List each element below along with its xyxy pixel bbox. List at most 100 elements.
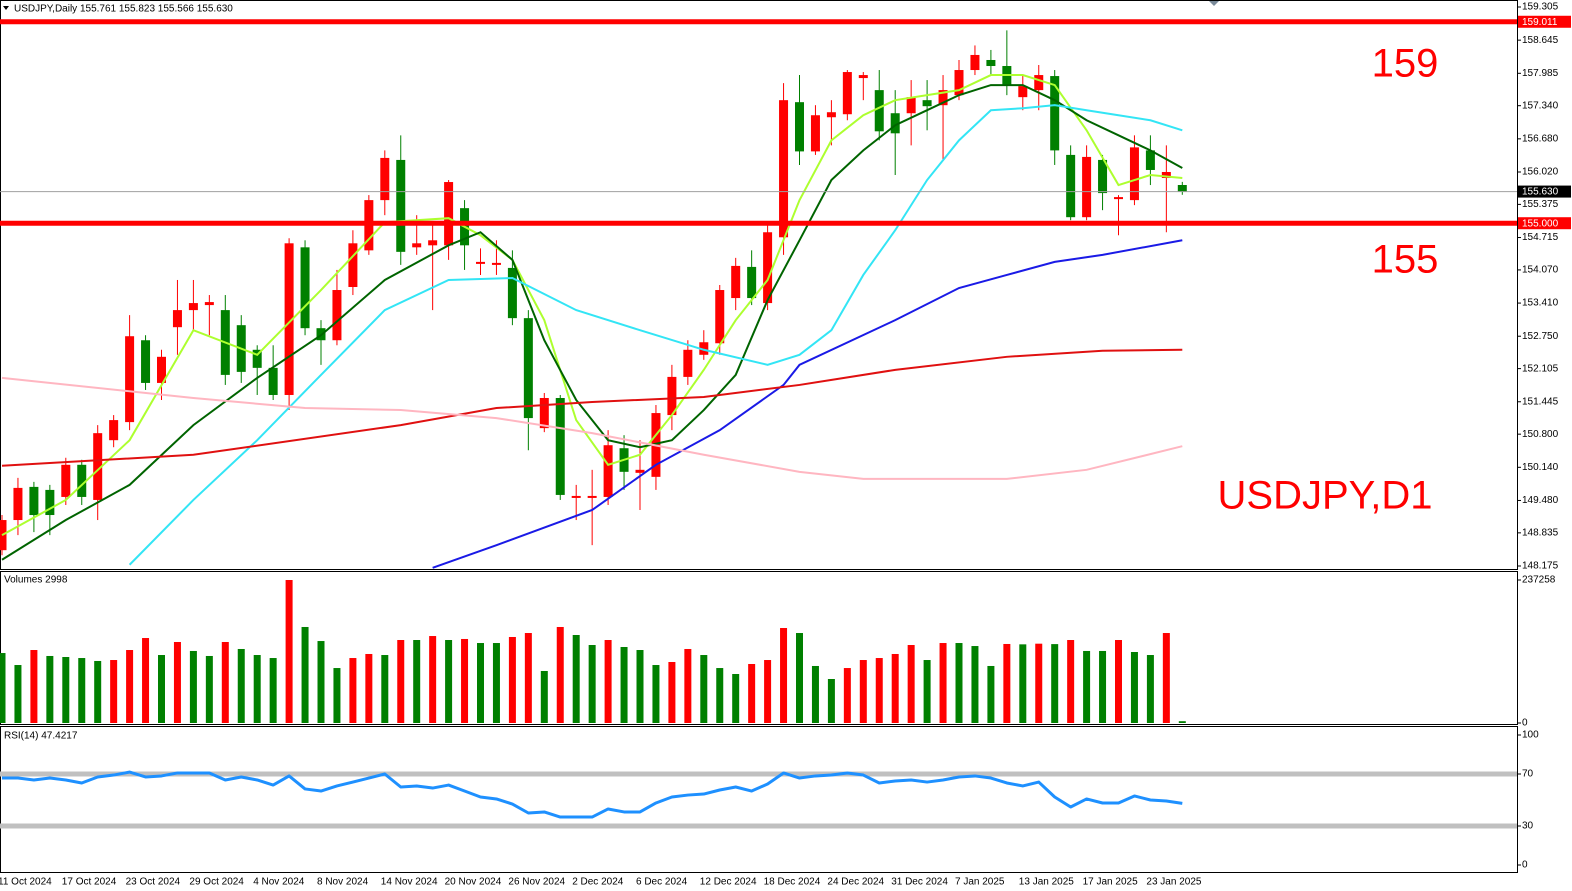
candle-body — [603, 445, 613, 497]
y-tick-label: 149.480 — [1522, 495, 1559, 506]
volume-bar — [955, 643, 963, 723]
y-tick-label: 150.800 — [1522, 429, 1559, 440]
volume-bar — [365, 653, 373, 723]
volume-bar — [827, 679, 835, 723]
volume-bar — [1115, 640, 1122, 723]
volume-bar — [1051, 644, 1059, 723]
candle-body — [1034, 75, 1044, 91]
candle-body — [348, 243, 358, 288]
volume-bar — [684, 648, 692, 723]
volume-bar — [716, 668, 724, 723]
volume-bar — [764, 660, 772, 723]
volume-panel — [0, 571, 1518, 725]
moving-average — [1, 348, 1183, 467]
candle-body — [332, 290, 342, 341]
y-tick-label: 0 — [1522, 718, 1528, 729]
candle-body — [45, 489, 55, 516]
candle-body — [172, 310, 182, 328]
x-tick-label: 31 Dec 2024 — [891, 877, 948, 888]
panel-title: RSI(14) 47.4217 — [4, 731, 78, 742]
y-tick-label: 237258 — [1522, 575, 1556, 586]
x-tick-label: 12 Dec 2024 — [700, 877, 757, 888]
y-tick-label: 157.985 — [1522, 68, 1559, 79]
candle-body — [810, 115, 820, 152]
candle-body — [779, 100, 789, 238]
volume-bar — [142, 638, 150, 723]
moving-average — [432, 239, 1183, 569]
panel-title: USDJPY,Daily 155.761 155.823 155.566 155… — [14, 4, 233, 15]
y-tick-label: 157.340 — [1522, 100, 1559, 111]
volume-bar — [1130, 651, 1138, 723]
candle-body — [667, 376, 677, 416]
x-tick-label: 20 Nov 2024 — [445, 877, 502, 888]
volume-bar — [811, 665, 819, 723]
volume-bar — [285, 580, 293, 723]
volume-bar — [221, 641, 229, 723]
volume-bar — [700, 655, 708, 723]
candle-body — [380, 157, 390, 201]
volume-bar — [46, 655, 54, 723]
volume-bar — [780, 628, 788, 723]
volume-bar — [524, 633, 532, 723]
volume-bar — [237, 648, 245, 723]
candle-body — [954, 70, 964, 96]
volume-bar — [477, 643, 484, 723]
volume-bar — [540, 670, 548, 723]
volume-bar — [333, 668, 341, 723]
volume-bar — [508, 636, 516, 723]
annotation: 159 — [1372, 42, 1439, 86]
volume-bar — [110, 660, 118, 723]
volume-bar — [62, 657, 70, 723]
x-tick-label: 2 Dec 2024 — [572, 877, 624, 888]
candle-body — [428, 240, 438, 246]
volume-bar — [604, 640, 612, 723]
volume-bar — [859, 660, 867, 723]
volume-bar — [30, 650, 38, 723]
volume-bar — [445, 640, 453, 723]
candle-body — [93, 433, 103, 500]
volume-bar — [94, 660, 102, 723]
y-tick-label: 150.140 — [1522, 462, 1559, 473]
moving-average — [128, 104, 1183, 566]
candle-body — [1177, 184, 1187, 192]
x-tick-label: 17 Jan 2025 — [1083, 877, 1138, 888]
shift-marker[interactable] — [1209, 1, 1219, 6]
candle-body — [906, 97, 916, 114]
volume-bar — [429, 636, 437, 723]
volume-bar — [317, 641, 325, 723]
volume-bar — [349, 658, 357, 723]
x-tick-label: 18 Dec 2024 — [764, 877, 821, 888]
candle-body — [938, 90, 948, 106]
y-tick-label: 153.410 — [1522, 298, 1559, 309]
candle-body — [699, 342, 709, 355]
candle-body — [842, 72, 852, 115]
volume-bar — [397, 640, 405, 723]
candle-body — [1161, 171, 1171, 179]
x-tick-label: 8 Nov 2024 — [317, 877, 369, 888]
volume-bar — [652, 665, 660, 723]
volume-bar — [126, 650, 134, 723]
volume-bar — [253, 655, 261, 723]
x-tick-label: 14 Nov 2024 — [381, 877, 438, 888]
volume-bar — [381, 655, 389, 723]
x-tick-label: 26 Nov 2024 — [508, 877, 565, 888]
rsi-plot — [0, 770, 1517, 829]
volume-bar — [796, 633, 803, 723]
x-tick-label: 4 Nov 2024 — [253, 877, 305, 888]
volume-bar — [158, 655, 165, 723]
candle-body — [61, 464, 71, 497]
y-tick-label: 100 — [1522, 730, 1539, 741]
volume-bar — [78, 658, 86, 723]
y-tick-label: 156.680 — [1522, 133, 1559, 144]
level-label: 159.011 — [1522, 17, 1558, 28]
volume-bar — [572, 635, 580, 723]
candle-body — [396, 159, 406, 252]
y-tick-label: 0 — [1522, 860, 1528, 871]
candle-body — [157, 356, 166, 383]
volume-bar — [492, 643, 500, 723]
menu-arrow[interactable] — [3, 6, 9, 10]
candle-body — [1145, 150, 1155, 170]
volume-bar — [843, 668, 851, 723]
